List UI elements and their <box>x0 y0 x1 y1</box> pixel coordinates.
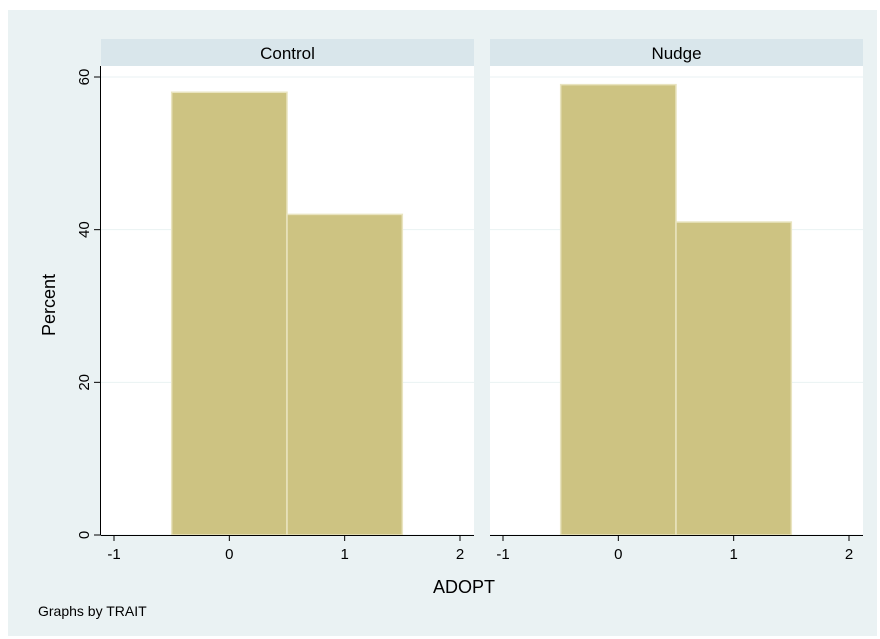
panel-title: Nudge <box>651 44 701 63</box>
y-tick-label: 20 <box>76 374 93 391</box>
graphs-by-note: Graphs by TRAIT <box>38 603 147 619</box>
x-tick-label: 1 <box>340 546 348 563</box>
histogram-bar <box>170 91 288 536</box>
x-tick-label: -1 <box>107 546 120 563</box>
panel-title: Control <box>260 44 315 63</box>
histogram-bar <box>559 83 677 536</box>
panel-strip <box>490 39 863 66</box>
panel-strip <box>101 39 474 66</box>
x-tick-label: 2 <box>845 546 853 563</box>
y-tick-label: 0 <box>76 531 93 539</box>
histogram-bar <box>286 213 404 536</box>
histogram-bar <box>675 221 793 536</box>
x-tick-label: 0 <box>614 546 622 563</box>
x-tick-label: 0 <box>225 546 233 563</box>
x-tick-label: 1 <box>729 546 737 563</box>
y-tick-label: 60 <box>76 69 93 86</box>
y-tick-label: 40 <box>76 221 93 238</box>
x-axis-title: ADOPT <box>433 577 495 597</box>
x-tick-label: -1 <box>496 546 509 563</box>
y-axis-title: Percent <box>39 274 59 336</box>
x-tick-label: 2 <box>456 546 464 563</box>
